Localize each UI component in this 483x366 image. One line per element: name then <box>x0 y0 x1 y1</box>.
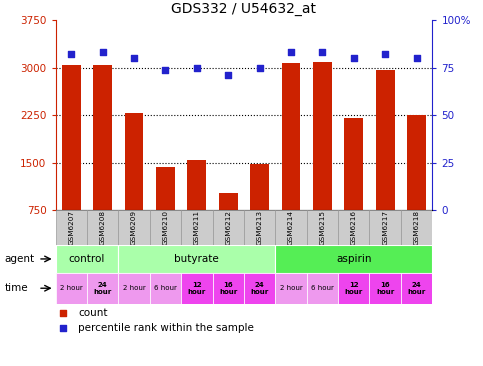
Bar <box>62 66 81 210</box>
Bar <box>344 118 363 210</box>
Point <box>59 325 67 330</box>
Text: GSM6217: GSM6217 <box>382 210 388 245</box>
Bar <box>307 210 338 245</box>
Bar <box>275 245 432 273</box>
Text: 6 hour: 6 hour <box>311 285 334 291</box>
Bar <box>244 273 275 304</box>
Bar <box>338 273 369 304</box>
Bar <box>338 210 369 245</box>
Text: GSM6214: GSM6214 <box>288 210 294 245</box>
Text: 24
hour: 24 hour <box>94 282 112 295</box>
Bar <box>401 273 432 304</box>
Bar <box>56 245 118 273</box>
Text: 16
hour: 16 hour <box>219 282 237 295</box>
Bar <box>118 245 275 273</box>
Text: GSM6210: GSM6210 <box>162 210 169 245</box>
Text: butyrate: butyrate <box>174 254 219 264</box>
Text: agent: agent <box>5 254 35 264</box>
Bar <box>181 210 213 245</box>
Title: GDS332 / U54632_at: GDS332 / U54632_at <box>171 2 316 16</box>
Text: GSM6207: GSM6207 <box>68 210 74 245</box>
Text: GSM6213: GSM6213 <box>256 210 263 245</box>
Bar <box>376 70 395 210</box>
Point <box>161 67 170 72</box>
Point <box>319 49 327 55</box>
Bar <box>150 273 181 304</box>
Bar <box>213 273 244 304</box>
Bar <box>56 210 87 245</box>
Text: control: control <box>69 254 105 264</box>
Bar <box>118 273 150 304</box>
Bar <box>87 210 118 245</box>
Bar <box>275 210 307 245</box>
Bar <box>244 210 275 245</box>
Text: 2 hour: 2 hour <box>123 285 145 291</box>
Bar <box>187 160 206 210</box>
Bar <box>125 113 143 210</box>
Point <box>99 49 107 55</box>
Bar <box>407 115 426 210</box>
Point <box>59 310 67 316</box>
Point <box>68 52 75 57</box>
Point <box>193 65 201 71</box>
Text: 24
hour: 24 hour <box>408 282 426 295</box>
Text: GSM6218: GSM6218 <box>413 210 420 245</box>
Text: 16
hour: 16 hour <box>376 282 394 295</box>
Text: 12
hour: 12 hour <box>345 282 363 295</box>
Bar <box>87 273 118 304</box>
Point <box>350 55 357 61</box>
Text: GSM6209: GSM6209 <box>131 210 137 245</box>
Bar <box>219 193 238 210</box>
Bar <box>401 210 432 245</box>
Bar <box>213 210 244 245</box>
Bar <box>118 210 150 245</box>
Point <box>224 72 232 78</box>
Point <box>256 65 264 71</box>
Point <box>412 55 420 61</box>
Bar <box>275 273 307 304</box>
Text: GSM6212: GSM6212 <box>225 210 231 245</box>
Text: GSM6215: GSM6215 <box>319 210 326 245</box>
Text: aspirin: aspirin <box>336 254 371 264</box>
Text: 6 hour: 6 hour <box>154 285 177 291</box>
Text: percentile rank within the sample: percentile rank within the sample <box>78 322 254 333</box>
Text: time: time <box>5 283 28 293</box>
Bar <box>369 273 401 304</box>
Bar <box>181 273 213 304</box>
Bar <box>313 62 332 210</box>
Text: 24
hour: 24 hour <box>251 282 269 295</box>
Text: 12
hour: 12 hour <box>188 282 206 295</box>
Text: 2 hour: 2 hour <box>60 285 83 291</box>
Bar <box>156 167 175 210</box>
Text: GSM6211: GSM6211 <box>194 210 200 245</box>
Text: GSM6208: GSM6208 <box>99 210 106 245</box>
Bar <box>93 65 112 210</box>
Point <box>287 49 295 55</box>
Text: 2 hour: 2 hour <box>280 285 302 291</box>
Text: count: count <box>78 308 108 318</box>
Bar <box>150 210 181 245</box>
Point <box>382 52 389 57</box>
Bar <box>369 210 401 245</box>
Bar <box>56 273 87 304</box>
Bar <box>282 63 300 210</box>
Bar <box>250 164 269 210</box>
Bar <box>307 273 338 304</box>
Text: GSM6216: GSM6216 <box>351 210 357 245</box>
Point <box>130 55 138 61</box>
